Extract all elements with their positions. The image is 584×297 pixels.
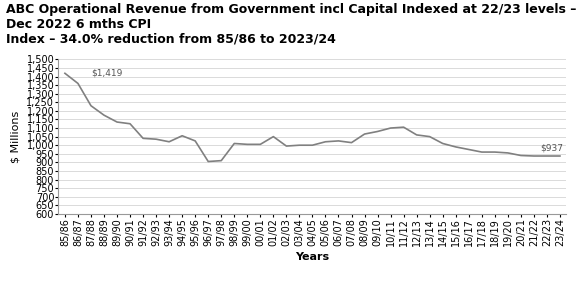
Text: $1,419: $1,419 [91, 68, 122, 77]
Text: $937: $937 [540, 144, 564, 153]
X-axis label: Years: Years [296, 252, 329, 262]
Text: ABC Operational Revenue from Government incl Capital Indexed at 22/23 levels – D: ABC Operational Revenue from Government … [6, 3, 576, 46]
Y-axis label: $ Millions: $ Millions [11, 110, 21, 163]
